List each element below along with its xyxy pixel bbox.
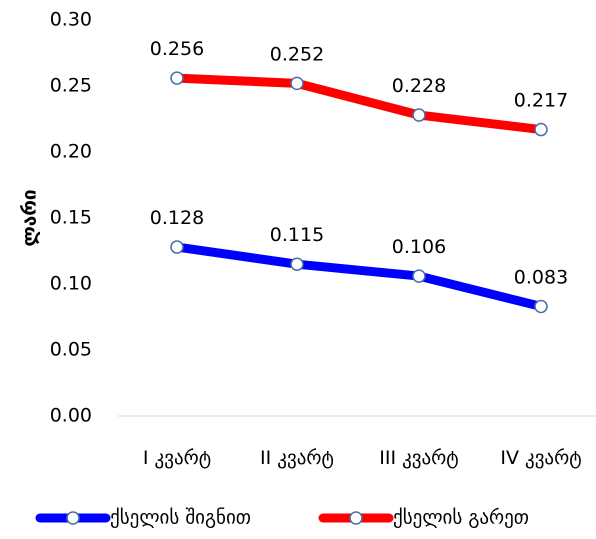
data-label: 0.228 <box>392 75 446 97</box>
x-tick-label: I კვარტ <box>143 447 211 469</box>
legend-marker <box>66 511 80 525</box>
data-point <box>170 240 184 254</box>
data-point <box>412 108 426 122</box>
data-labels-layer: 0.128 0.115 0.106 0.083 0.256 0.252 0.228 0.217 <box>150 38 568 288</box>
y-tick-label: 0.05 <box>50 339 92 361</box>
data-label: 0.106 <box>392 236 446 258</box>
data-point <box>534 299 548 314</box>
data-point <box>170 71 184 85</box>
y-axis-title: ლარი <box>19 189 41 246</box>
data-point <box>534 122 548 137</box>
data-point <box>290 76 304 91</box>
y-tick-label: 0.10 <box>50 273 92 295</box>
legend-label: ქსელის გარეთ <box>393 507 529 529</box>
x-axis: I კვარტ II კვარტ III კვარტ IV კვარტ <box>118 415 596 469</box>
data-label: 0.083 <box>514 266 568 288</box>
y-tick-label: 0.30 <box>50 9 92 31</box>
y-tick-label: 0.25 <box>50 75 92 97</box>
data-point <box>412 269 426 283</box>
x-tick-label: II კვარტ <box>260 447 334 469</box>
data-label: 0.256 <box>150 38 204 60</box>
legend-label: ქსელის შიგნით <box>110 507 251 529</box>
data-label: 0.252 <box>270 43 324 65</box>
legend-item: ქსელის შიგნით <box>35 507 251 529</box>
series-line <box>172 73 546 135</box>
series-line <box>172 242 546 311</box>
series-layer <box>170 71 548 314</box>
legend-marker <box>349 511 363 525</box>
y-axis: 0.00 0.05 0.10 0.15 0.20 0.25 0.30 <box>50 9 92 427</box>
y-tick-label: 0.20 <box>50 141 92 163</box>
y-tick-label: 0.00 <box>50 405 92 427</box>
data-label: 0.128 <box>150 207 204 229</box>
y-tick-label: 0.15 <box>50 207 92 229</box>
legend: ქსელის შიგნით ქსელის გარეთ <box>35 507 529 529</box>
x-tick-label: IV კვარტ <box>500 447 581 469</box>
legend-item: ქსელის გარეთ <box>318 507 529 529</box>
data-label: 0.217 <box>514 90 568 112</box>
x-tick-label: III კვარტ <box>379 447 459 469</box>
data-label: 0.115 <box>270 224 324 246</box>
data-point <box>290 257 304 271</box>
